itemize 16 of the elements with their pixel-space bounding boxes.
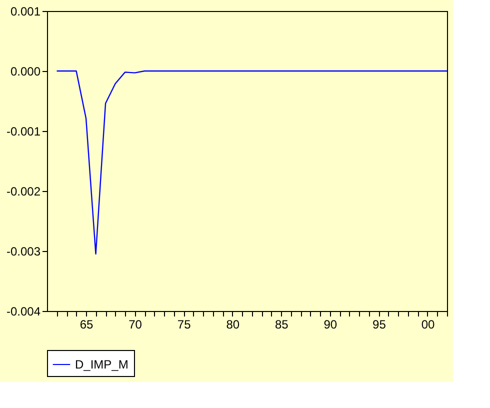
x-tick-label: 85 — [274, 318, 289, 332]
x-tick-label: 75 — [177, 318, 192, 332]
legend-label: D_IMP_M — [75, 358, 128, 372]
y-tick-label: -0.001 — [6, 124, 41, 138]
x-tick-label: 80 — [226, 318, 240, 332]
x-tick-label: 00 — [421, 318, 435, 332]
x-tick-label: 65 — [80, 318, 94, 332]
y-tick-label: 0.000 — [10, 64, 41, 78]
y-tick-label: -0.002 — [6, 184, 41, 198]
line-series — [56, 70, 448, 255]
x-tick-label: 90 — [324, 318, 338, 332]
y-tick-label: -0.003 — [6, 244, 41, 258]
x-tick-label: 70 — [128, 318, 142, 332]
y-tick-label: -0.004 — [6, 304, 41, 318]
y-tick-label: 0.001 — [10, 4, 41, 18]
x-tick-label: 95 — [372, 318, 386, 332]
